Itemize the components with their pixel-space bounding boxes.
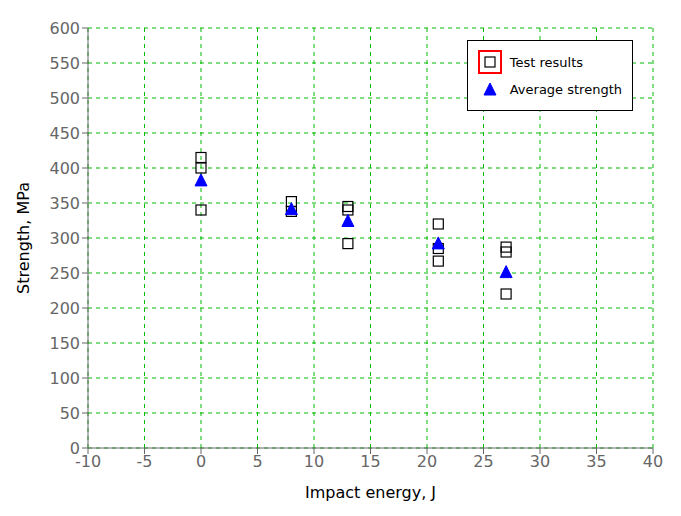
- svg-text:20: 20: [417, 452, 437, 471]
- svg-text:450: 450: [49, 124, 80, 143]
- svg-text:10: 10: [304, 452, 324, 471]
- html-text:Average strength: Average strength: [509, 81, 622, 97]
- svg-text:300: 300: [49, 229, 80, 248]
- svg-text:0: 0: [196, 452, 206, 471]
- svg-text:5: 5: [252, 452, 262, 471]
- svg-text:25: 25: [473, 452, 493, 471]
- svg-text:50: 50: [60, 404, 80, 423]
- svg-text:0: 0: [70, 439, 80, 458]
- svg-text:100: 100: [49, 369, 80, 388]
- svg-text:30: 30: [530, 452, 550, 471]
- svg-text:40: 40: [643, 452, 663, 471]
- html-text:Test results: Test results: [509, 54, 583, 70]
- svg-text:-10: -10: [74, 452, 102, 472]
- svg-text:500: 500: [49, 89, 80, 108]
- svg-text:400: 400: [49, 159, 80, 178]
- svg-text:150: 150: [49, 334, 80, 353]
- svg-text:Impact energy, J: Impact energy, J: [305, 483, 436, 502]
- svg-text:35: 35: [586, 452, 606, 471]
- svg-text:Strength, MPa: Strength, MPa: [14, 182, 33, 294]
- svg-text:550: 550: [49, 54, 80, 73]
- svg-text:-5: -5: [137, 452, 153, 471]
- svg-text:350: 350: [49, 194, 80, 213]
- svg-text:200: 200: [49, 299, 80, 318]
- svg-text:250: 250: [49, 264, 80, 283]
- svg-text:15: 15: [360, 452, 380, 471]
- svg-text:600: 600: [49, 19, 80, 38]
